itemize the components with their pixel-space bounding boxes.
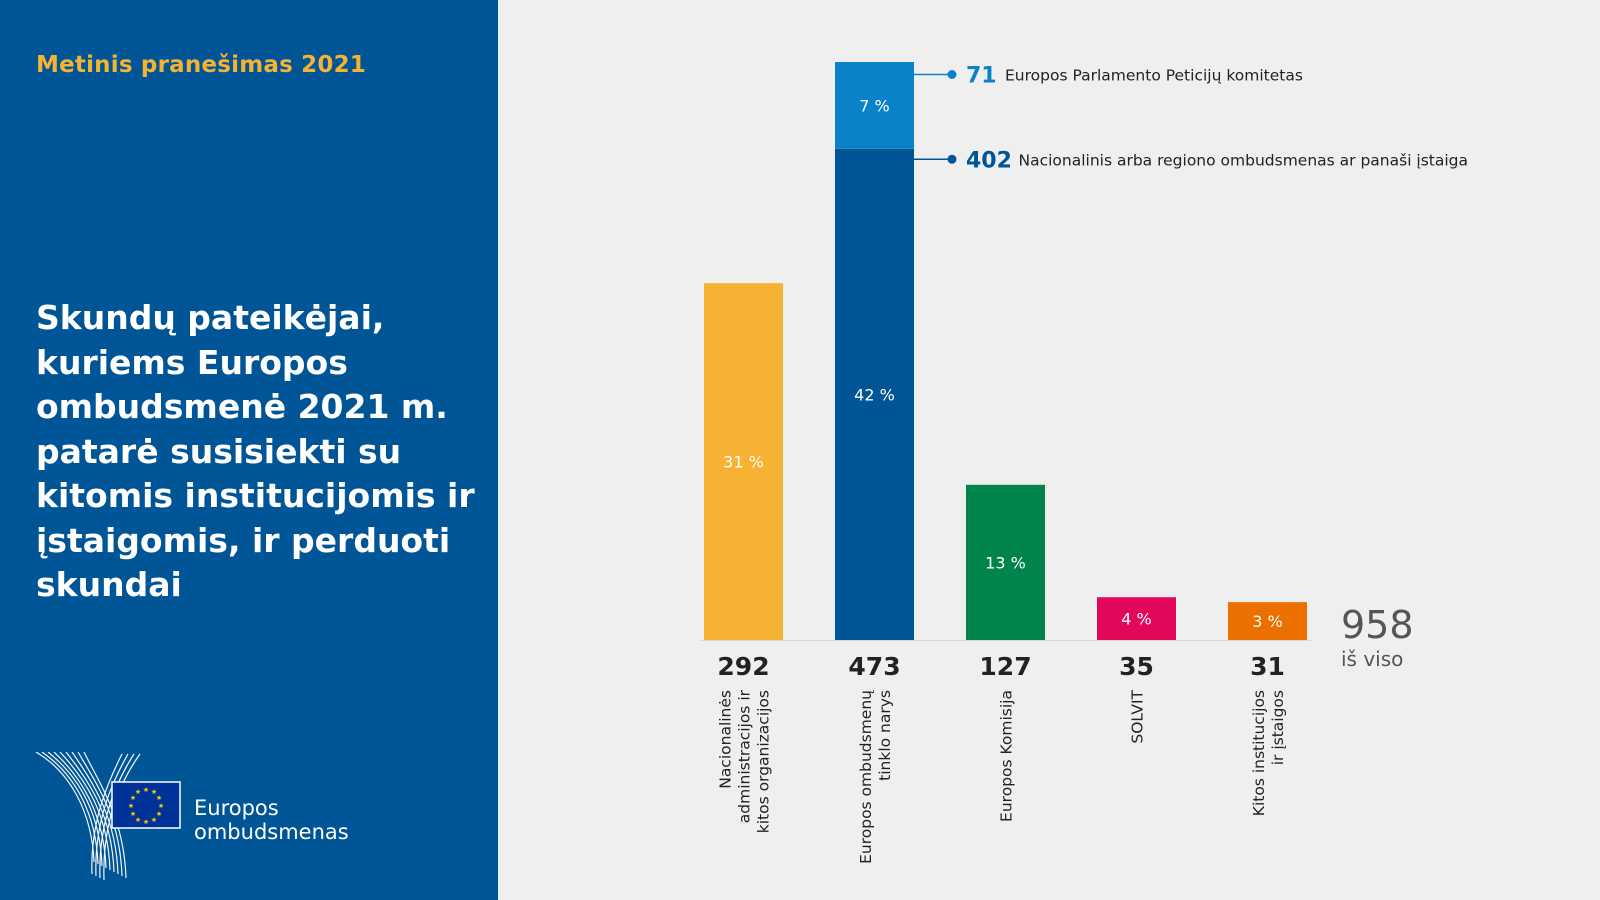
total-label: iš viso <box>1341 647 1403 671</box>
bar-percent-label: 31 % <box>723 453 764 472</box>
logo-text: Europos ombudsmenas <box>194 796 349 844</box>
svg-text:★: ★ <box>130 794 136 802</box>
headline: Skundų pateikėjai, kuriems Europos ombud… <box>36 298 475 604</box>
bar-percent-label: 13 % <box>985 553 1026 572</box>
bar <box>1097 597 1176 640</box>
bar-percent-label: 3 % <box>1252 612 1282 631</box>
bar-segment-1 <box>835 148 914 640</box>
logo-swoosh-icon <box>35 752 141 881</box>
category-label-line: SOLVIT <box>1129 689 1147 743</box>
category-label-line: Europos ombudsmenų <box>857 690 875 864</box>
eu-stars-icon: ★ ★ ★ ★ ★ ★ ★ ★ ★ ★ ★ ★ <box>128 786 164 826</box>
bar <box>1228 602 1307 640</box>
bar-segment-percent-label: 7 % <box>859 96 889 115</box>
category-label: Europos Komisija <box>998 690 1016 822</box>
callout-dot <box>947 154 957 164</box>
callout-label: Nacionalinis arba regiono ombudsmenas ar… <box>1019 151 1469 169</box>
eu-flag-icon <box>111 781 181 829</box>
ombudsman-logo: ★ ★ ★ ★ ★ ★ ★ ★ ★ ★ ★ ★ <box>35 752 181 881</box>
report-label: Metinis pranešimas 2021 <box>36 52 366 78</box>
category-label: Europos ombudsmenų tinklo narys <box>857 690 894 864</box>
bar-value-label: 31 <box>1250 652 1285 681</box>
svg-text:★: ★ <box>156 810 162 818</box>
svg-text:★: ★ <box>143 818 149 826</box>
svg-text:★: ★ <box>135 788 141 796</box>
svg-text:★: ★ <box>151 816 157 824</box>
chart-area: 31 % 292 Nacionalinės administracijos ir kit… <box>498 0 1600 900</box>
bar-segment-2 <box>835 62 914 149</box>
logo-text-line1: Europos <box>194 796 279 820</box>
svg-text:★: ★ <box>143 786 149 794</box>
category-label: Kitos institucijos ir įstaigos <box>1250 690 1287 816</box>
svg-text:★: ★ <box>128 802 134 810</box>
category-label-line: tinklo narys <box>876 690 894 781</box>
category-label-line: Kitos institucijos <box>1250 690 1268 816</box>
callout-value: 71 <box>966 64 997 89</box>
svg-text:★: ★ <box>158 802 164 810</box>
callout-label: Europos Parlamento Peticijų komitetas <box>1005 67 1303 85</box>
svg-text:★: ★ <box>135 816 141 824</box>
category-label: SOLVIT <box>1129 689 1147 743</box>
logo-text-line2: ombudsmenas <box>194 820 349 844</box>
bar-value-label: 35 <box>1119 652 1154 681</box>
svg-text:★: ★ <box>156 794 162 802</box>
svg-text:★: ★ <box>151 788 157 796</box>
bar-percent-label: 4 % <box>1121 610 1151 629</box>
bar-value-label: 127 <box>979 652 1031 681</box>
category-label-line: administracijos ir <box>736 689 754 823</box>
category-label-line: Nacionalinės <box>717 690 735 789</box>
svg-text:★: ★ <box>130 810 136 818</box>
left-panel: Metinis pranešimas 2021 Skundų pateikėja… <box>0 0 498 900</box>
bar-value-label: 292 <box>717 652 769 681</box>
callout-value: 402 <box>966 148 1012 173</box>
category-label-line: kitos organizacijos <box>755 690 773 833</box>
category-label-line: ir įstaigos <box>1269 690 1287 765</box>
callout-dot <box>947 70 957 79</box>
bar <box>704 283 783 640</box>
bar <box>966 484 1045 640</box>
bar-chart: 31 % 292 Nacionalinės administracijos ir kit… <box>700 62 1469 864</box>
total-value: 958 <box>1341 603 1414 647</box>
bar-value-label: 473 <box>848 652 900 681</box>
category-label: Nacionalinės administracijos ir kitos orga… <box>717 689 773 833</box>
category-label-line: Europos Komisija <box>998 690 1016 822</box>
bar-segment-percent-label: 42 % <box>854 385 895 404</box>
